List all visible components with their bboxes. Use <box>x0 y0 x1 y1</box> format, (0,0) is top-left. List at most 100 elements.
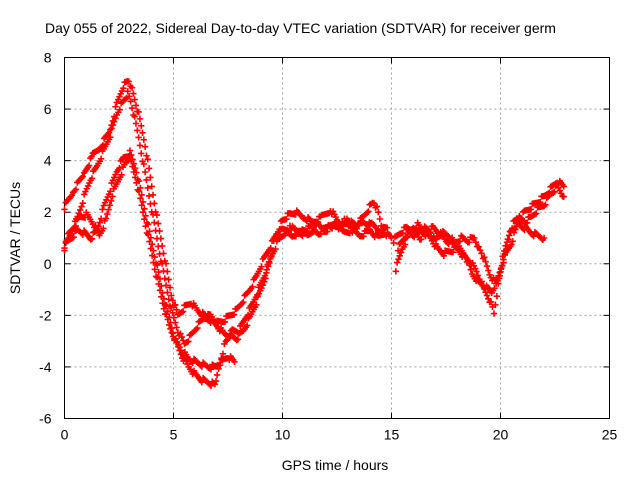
data-point-marker <box>163 310 170 318</box>
x-tick-label: 25 <box>602 427 618 443</box>
data-point-marker <box>465 257 472 265</box>
data-point-marker <box>159 300 166 307</box>
data-point-marker <box>135 108 142 116</box>
data-point-marker <box>147 245 155 252</box>
y-axis-label: SDTVAR / TECUs <box>7 182 23 294</box>
data-point-marker <box>495 272 502 280</box>
data-point-marker <box>395 255 402 263</box>
axis-ticks: 0 5 10 15 20 25 -6 -4 -2 0 2 4 6 8 <box>39 50 617 443</box>
data-point-marker <box>120 84 127 92</box>
data-point-marker <box>167 325 174 332</box>
data-point-marker <box>254 291 261 299</box>
y-tick-label: -6 <box>39 411 52 427</box>
data-point-marker <box>147 174 154 181</box>
data-point-marker <box>109 193 116 200</box>
x-tick-label: 15 <box>384 427 400 443</box>
data-point-marker <box>546 189 553 197</box>
data-point-marker <box>131 113 138 120</box>
data-point-marker <box>100 225 107 232</box>
data-point-marker <box>61 244 68 252</box>
data-point-marker <box>542 201 549 208</box>
data-point-marker <box>365 208 372 215</box>
data-point-marker <box>392 268 400 275</box>
data-point-marker <box>440 252 448 259</box>
series-track-4 <box>63 152 238 373</box>
data-point-marker <box>85 162 93 169</box>
data-point-marker <box>141 205 148 213</box>
data-point-marker <box>169 309 176 316</box>
data-point-marker <box>235 329 243 337</box>
data-point-marker <box>509 238 516 245</box>
data-point-marker <box>140 136 148 143</box>
data-point-marker <box>138 191 145 199</box>
data-point-marker <box>192 326 200 333</box>
data-point-marker <box>160 305 168 312</box>
data-point-marker <box>388 234 395 242</box>
data-point-marker <box>303 227 311 235</box>
data-point-marker <box>238 300 246 307</box>
data-point-marker <box>393 259 401 266</box>
data-point-marker <box>249 283 256 290</box>
data-point-marker <box>148 252 156 259</box>
data-point-marker <box>394 247 402 254</box>
chart-title: Day 055 of 2022, Sidereal Day-to-day VTE… <box>45 20 556 36</box>
data-point-marker <box>401 241 409 248</box>
data-point-marker <box>518 215 526 222</box>
y-tick-label: -4 <box>39 359 52 375</box>
data-point-marker <box>146 238 153 245</box>
data-point-marker <box>151 219 158 226</box>
data-point-marker <box>466 262 473 269</box>
data-point-marker <box>207 366 215 373</box>
data-point-marker <box>79 173 86 180</box>
data-point-marker <box>96 219 104 226</box>
data-point-marker <box>130 168 138 176</box>
data-point-marker <box>263 269 270 277</box>
data-point-marker <box>143 152 150 159</box>
data-point-marker <box>145 165 153 172</box>
data-point-marker <box>155 268 162 276</box>
data-point-marker <box>142 212 149 220</box>
x-tick-label: 5 <box>170 427 178 443</box>
data-point-marker <box>164 316 172 323</box>
data-point-marker <box>152 273 160 280</box>
data-point-marker <box>68 192 76 199</box>
data-point-marker <box>399 229 407 237</box>
data-point-marker <box>463 258 471 266</box>
data-point-marker <box>145 192 153 200</box>
data-point-marker <box>136 142 144 149</box>
data-point-marker <box>138 202 145 209</box>
data-point-marker <box>219 350 227 357</box>
data-point-marker <box>160 267 167 275</box>
data-point-marker <box>456 238 464 245</box>
data-point-marker <box>194 324 201 332</box>
data-point-marker <box>143 176 150 184</box>
data-point-marker <box>149 211 157 218</box>
plot-frame <box>64 57 610 419</box>
series-track-1 <box>61 78 386 344</box>
data-point-marker <box>560 193 567 200</box>
data-point-marker <box>111 118 118 125</box>
data-point-marker <box>112 115 119 122</box>
data-point-marker <box>168 329 175 336</box>
data-point-marker <box>88 153 95 160</box>
data-point-marker <box>231 358 238 365</box>
data-point-marker <box>500 259 507 266</box>
data-point-marker <box>173 306 180 313</box>
x-tick-label: 10 <box>275 427 291 443</box>
data-point-marker <box>483 292 491 299</box>
series-track-3 <box>61 147 391 389</box>
data-point-marker <box>476 246 484 254</box>
data-point-marker <box>213 371 221 379</box>
data-point-marker <box>154 274 161 281</box>
data-point-marker <box>76 206 84 214</box>
data-point-marker <box>134 127 141 134</box>
data-point-marker <box>148 183 155 190</box>
series-track-7 <box>390 177 567 297</box>
data-point-marker <box>71 223 78 231</box>
data-point-marker <box>487 298 495 306</box>
data-point-marker <box>132 102 140 109</box>
data-point-marker <box>147 200 154 208</box>
data-point-marker <box>467 266 475 273</box>
data-point-marker <box>491 285 498 292</box>
data-point-marker <box>156 287 164 294</box>
